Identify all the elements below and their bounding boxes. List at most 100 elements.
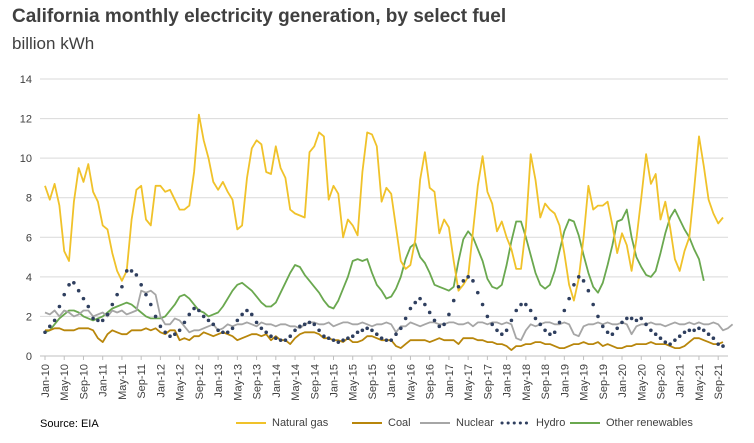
point-hydro bbox=[326, 336, 331, 340]
point-hydro bbox=[76, 288, 81, 293]
x-tick-label: Jan-20 bbox=[617, 364, 629, 398]
y-axis-ticks: 0 2 4 6 8 10 12 14 bbox=[20, 74, 32, 363]
x-tick-label: May-13 bbox=[232, 364, 244, 401]
legend-item-other-renewables: Other renewables bbox=[570, 413, 693, 433]
x-tick-label: Sep-16 bbox=[425, 364, 437, 399]
point-hydro bbox=[312, 322, 317, 327]
point-hydro bbox=[504, 328, 509, 333]
point-hydro bbox=[225, 330, 230, 335]
point-hydro bbox=[144, 292, 148, 297]
point-hydro bbox=[52, 318, 57, 323]
point-hydro bbox=[673, 338, 677, 342]
x-tick-label: May-12 bbox=[175, 364, 187, 401]
point-hydro bbox=[687, 328, 692, 333]
point-hydro bbox=[408, 306, 413, 311]
point-hydro bbox=[567, 296, 571, 301]
point-hydro bbox=[432, 318, 437, 323]
point-hydro bbox=[201, 314, 206, 319]
point-hydro bbox=[274, 336, 278, 340]
point-hydro bbox=[336, 340, 341, 344]
x-tick-label: Sep-17 bbox=[482, 364, 494, 399]
point-hydro bbox=[374, 332, 379, 337]
point-hydro bbox=[437, 324, 442, 329]
point-hydro bbox=[528, 308, 533, 313]
point-hydro bbox=[490, 322, 494, 327]
y-tick-label: 6 bbox=[26, 232, 32, 244]
point-hydro bbox=[365, 326, 369, 331]
legend-label-other-renewables: Other renewables bbox=[606, 417, 693, 429]
point-hydro bbox=[341, 338, 345, 342]
point-hydro bbox=[524, 302, 528, 307]
x-axis-ticks: Jan-10 May-10 Sep-10 Jan-11 May-11 Sep-11 Jan-… bbox=[40, 356, 725, 401]
point-hydro bbox=[413, 300, 418, 305]
point-hydro bbox=[658, 336, 663, 340]
point-hydro bbox=[557, 320, 562, 325]
point-hydro bbox=[423, 302, 427, 307]
x-tick-label: May-11 bbox=[117, 364, 129, 400]
chart-subtitle: billion kWh bbox=[12, 34, 95, 53]
point-hydro bbox=[355, 330, 360, 335]
point-hydro bbox=[350, 334, 355, 339]
point-hydro bbox=[192, 306, 196, 311]
point-hydro bbox=[230, 326, 235, 331]
legend-item-nuclear: Nuclear bbox=[420, 413, 494, 433]
point-hydro bbox=[216, 328, 220, 333]
point-hydro bbox=[509, 318, 514, 323]
point-hydro bbox=[72, 280, 76, 285]
point-hydro bbox=[701, 328, 706, 333]
y-tick-label: 10 bbox=[20, 153, 32, 165]
point-hydro bbox=[634, 318, 639, 323]
point-hydro bbox=[370, 328, 374, 333]
legend-item-coal: Coal bbox=[352, 413, 411, 433]
series-line-coal bbox=[45, 327, 724, 351]
point-hydro bbox=[100, 318, 105, 323]
point-hydro bbox=[466, 275, 470, 279]
point-hydro bbox=[581, 279, 586, 283]
x-tick-label: May-15 bbox=[348, 364, 360, 401]
point-hydro bbox=[221, 330, 225, 335]
point-hydro bbox=[288, 334, 293, 339]
point-hydro bbox=[586, 288, 591, 293]
point-hydro bbox=[663, 340, 668, 344]
y-tick-label: 8 bbox=[26, 193, 32, 205]
point-hydro bbox=[91, 316, 95, 321]
point-hydro bbox=[134, 273, 139, 277]
x-tick-label: May-14 bbox=[290, 364, 302, 401]
point-hydro bbox=[418, 296, 422, 301]
point-hydro bbox=[721, 344, 725, 348]
x-tick-label: Sep-10 bbox=[78, 364, 90, 399]
point-hydro bbox=[649, 328, 653, 333]
x-tick-label: Jan-14 bbox=[271, 364, 283, 398]
point-hydro bbox=[639, 316, 644, 321]
point-hydro bbox=[644, 322, 648, 327]
point-hydro bbox=[129, 269, 134, 273]
point-hydro bbox=[110, 302, 115, 307]
point-hydro bbox=[403, 316, 408, 321]
y-tick-label: 12 bbox=[20, 114, 32, 126]
point-hydro bbox=[519, 302, 523, 307]
point-hydro bbox=[596, 314, 600, 319]
point-hydro bbox=[514, 308, 519, 313]
point-hydro bbox=[394, 332, 398, 337]
point-hydro bbox=[197, 308, 201, 313]
point-hydro bbox=[480, 302, 485, 307]
x-tick-label: Sep-15 bbox=[367, 364, 379, 399]
point-hydro bbox=[105, 312, 110, 317]
point-hydro bbox=[384, 338, 389, 342]
point-hydro bbox=[475, 290, 480, 295]
y-tick-label: 2 bbox=[26, 311, 32, 323]
legend-swatch-hydro bbox=[500, 418, 530, 428]
x-tick-label: Sep-20 bbox=[655, 364, 667, 399]
point-hydro bbox=[298, 324, 302, 329]
x-tick-label: Sep-21 bbox=[713, 364, 725, 399]
point-hydro bbox=[163, 330, 168, 335]
point-hydro bbox=[177, 328, 182, 333]
point-hydro bbox=[427, 310, 432, 315]
x-tick-label: Jan-17 bbox=[444, 364, 456, 398]
legend-swatch-natural-gas bbox=[236, 418, 266, 428]
point-hydro bbox=[346, 336, 350, 340]
point-hydro bbox=[389, 338, 394, 342]
x-tick-label: May-18 bbox=[521, 364, 533, 401]
point-hydro bbox=[48, 324, 52, 329]
point-hydro bbox=[235, 318, 240, 323]
